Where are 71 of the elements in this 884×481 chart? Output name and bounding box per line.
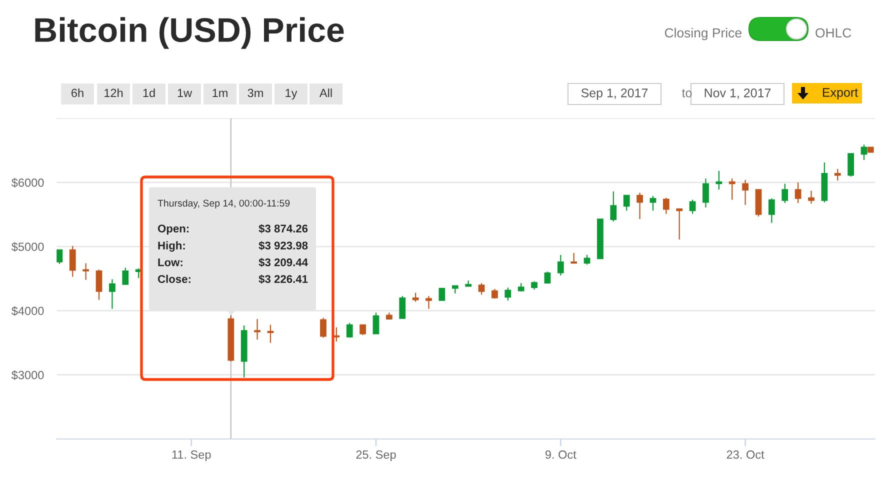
text: 6h [72, 88, 84, 98]
candlestick [834, 168, 841, 182]
text: 1w [178, 88, 192, 98]
candlestick [82, 262, 90, 280]
candlestick [768, 198, 775, 224]
candlestick [426, 295, 432, 310]
candlestick [702, 178, 709, 208]
candlestick [848, 153, 854, 178]
candlestick [742, 179, 748, 206]
text: Export [822, 88, 858, 100]
text: OHLC [816, 28, 852, 38]
text: 3m [248, 88, 263, 98]
candlestick [122, 267, 129, 285]
text: Sep 1, 2017 [581, 88, 648, 100]
candlestick [56, 249, 63, 264]
annotation: $3 209.44 [258, 258, 308, 267]
candlestick [676, 208, 683, 240]
annotation: $3 874.26 [258, 224, 308, 234]
text: to [682, 89, 692, 98]
y-tick-label: $5000 [12, 242, 44, 252]
candlestick [96, 269, 102, 300]
text: 1m [212, 88, 228, 98]
annotation: Low: [158, 258, 182, 266]
annotation: Close: [158, 274, 190, 283]
annotation: Open: [158, 224, 189, 235]
candlestick [69, 245, 76, 278]
candlestick [662, 197, 670, 214]
candlestick [346, 322, 353, 338]
candlestick [716, 170, 722, 190]
candlestick [360, 324, 366, 336]
text: All [319, 88, 332, 98]
text: 1d [143, 88, 155, 98]
x-tick-label: 23. Oct [726, 450, 764, 459]
y-tick-label: $6000 [12, 178, 44, 188]
candlestick [254, 318, 260, 340]
candlestick [438, 288, 446, 301]
candlestick [808, 190, 814, 204]
text: Closing Price [664, 28, 742, 40]
candlestick [544, 271, 551, 284]
candlestick [794, 182, 802, 204]
y-tick-label: $3000 [12, 370, 44, 380]
candlestick [728, 178, 736, 200]
candlestick [320, 317, 326, 338]
candlestick [267, 324, 274, 344]
candlestick [610, 190, 617, 222]
candlestick [109, 278, 116, 310]
text: Nov 1, 2017 [704, 88, 771, 99]
candlestick [650, 195, 656, 212]
candlestick [860, 144, 868, 161]
annotation: $3 226.41 [258, 274, 308, 284]
candlestick [623, 194, 630, 212]
annotation: $3 923.98 [258, 241, 308, 250]
candlestick [557, 254, 564, 276]
x-tick-label: 9. Oct [545, 450, 576, 459]
candlestick [399, 295, 406, 319]
candlestick [504, 287, 512, 302]
candlestick [782, 183, 788, 204]
candlestick [584, 254, 590, 266]
y-tick-label: $4000 [12, 306, 44, 316]
candlestick [570, 252, 578, 264]
candlestick [636, 192, 643, 220]
x-tick-label: 25. Sep [356, 450, 396, 462]
candlestick [478, 282, 485, 296]
annotation: High: [158, 241, 185, 252]
annotation: Thursday, Sep 14, 00:00-11:59 [158, 199, 290, 209]
x-tick-label: 11. Sep [172, 450, 211, 462]
text: 12h [104, 88, 123, 98]
text: 1y [286, 88, 298, 100]
candlestick [689, 199, 696, 214]
chart-title: Bitcoin (USD) Price [35, 17, 344, 49]
candlestick [372, 312, 380, 334]
